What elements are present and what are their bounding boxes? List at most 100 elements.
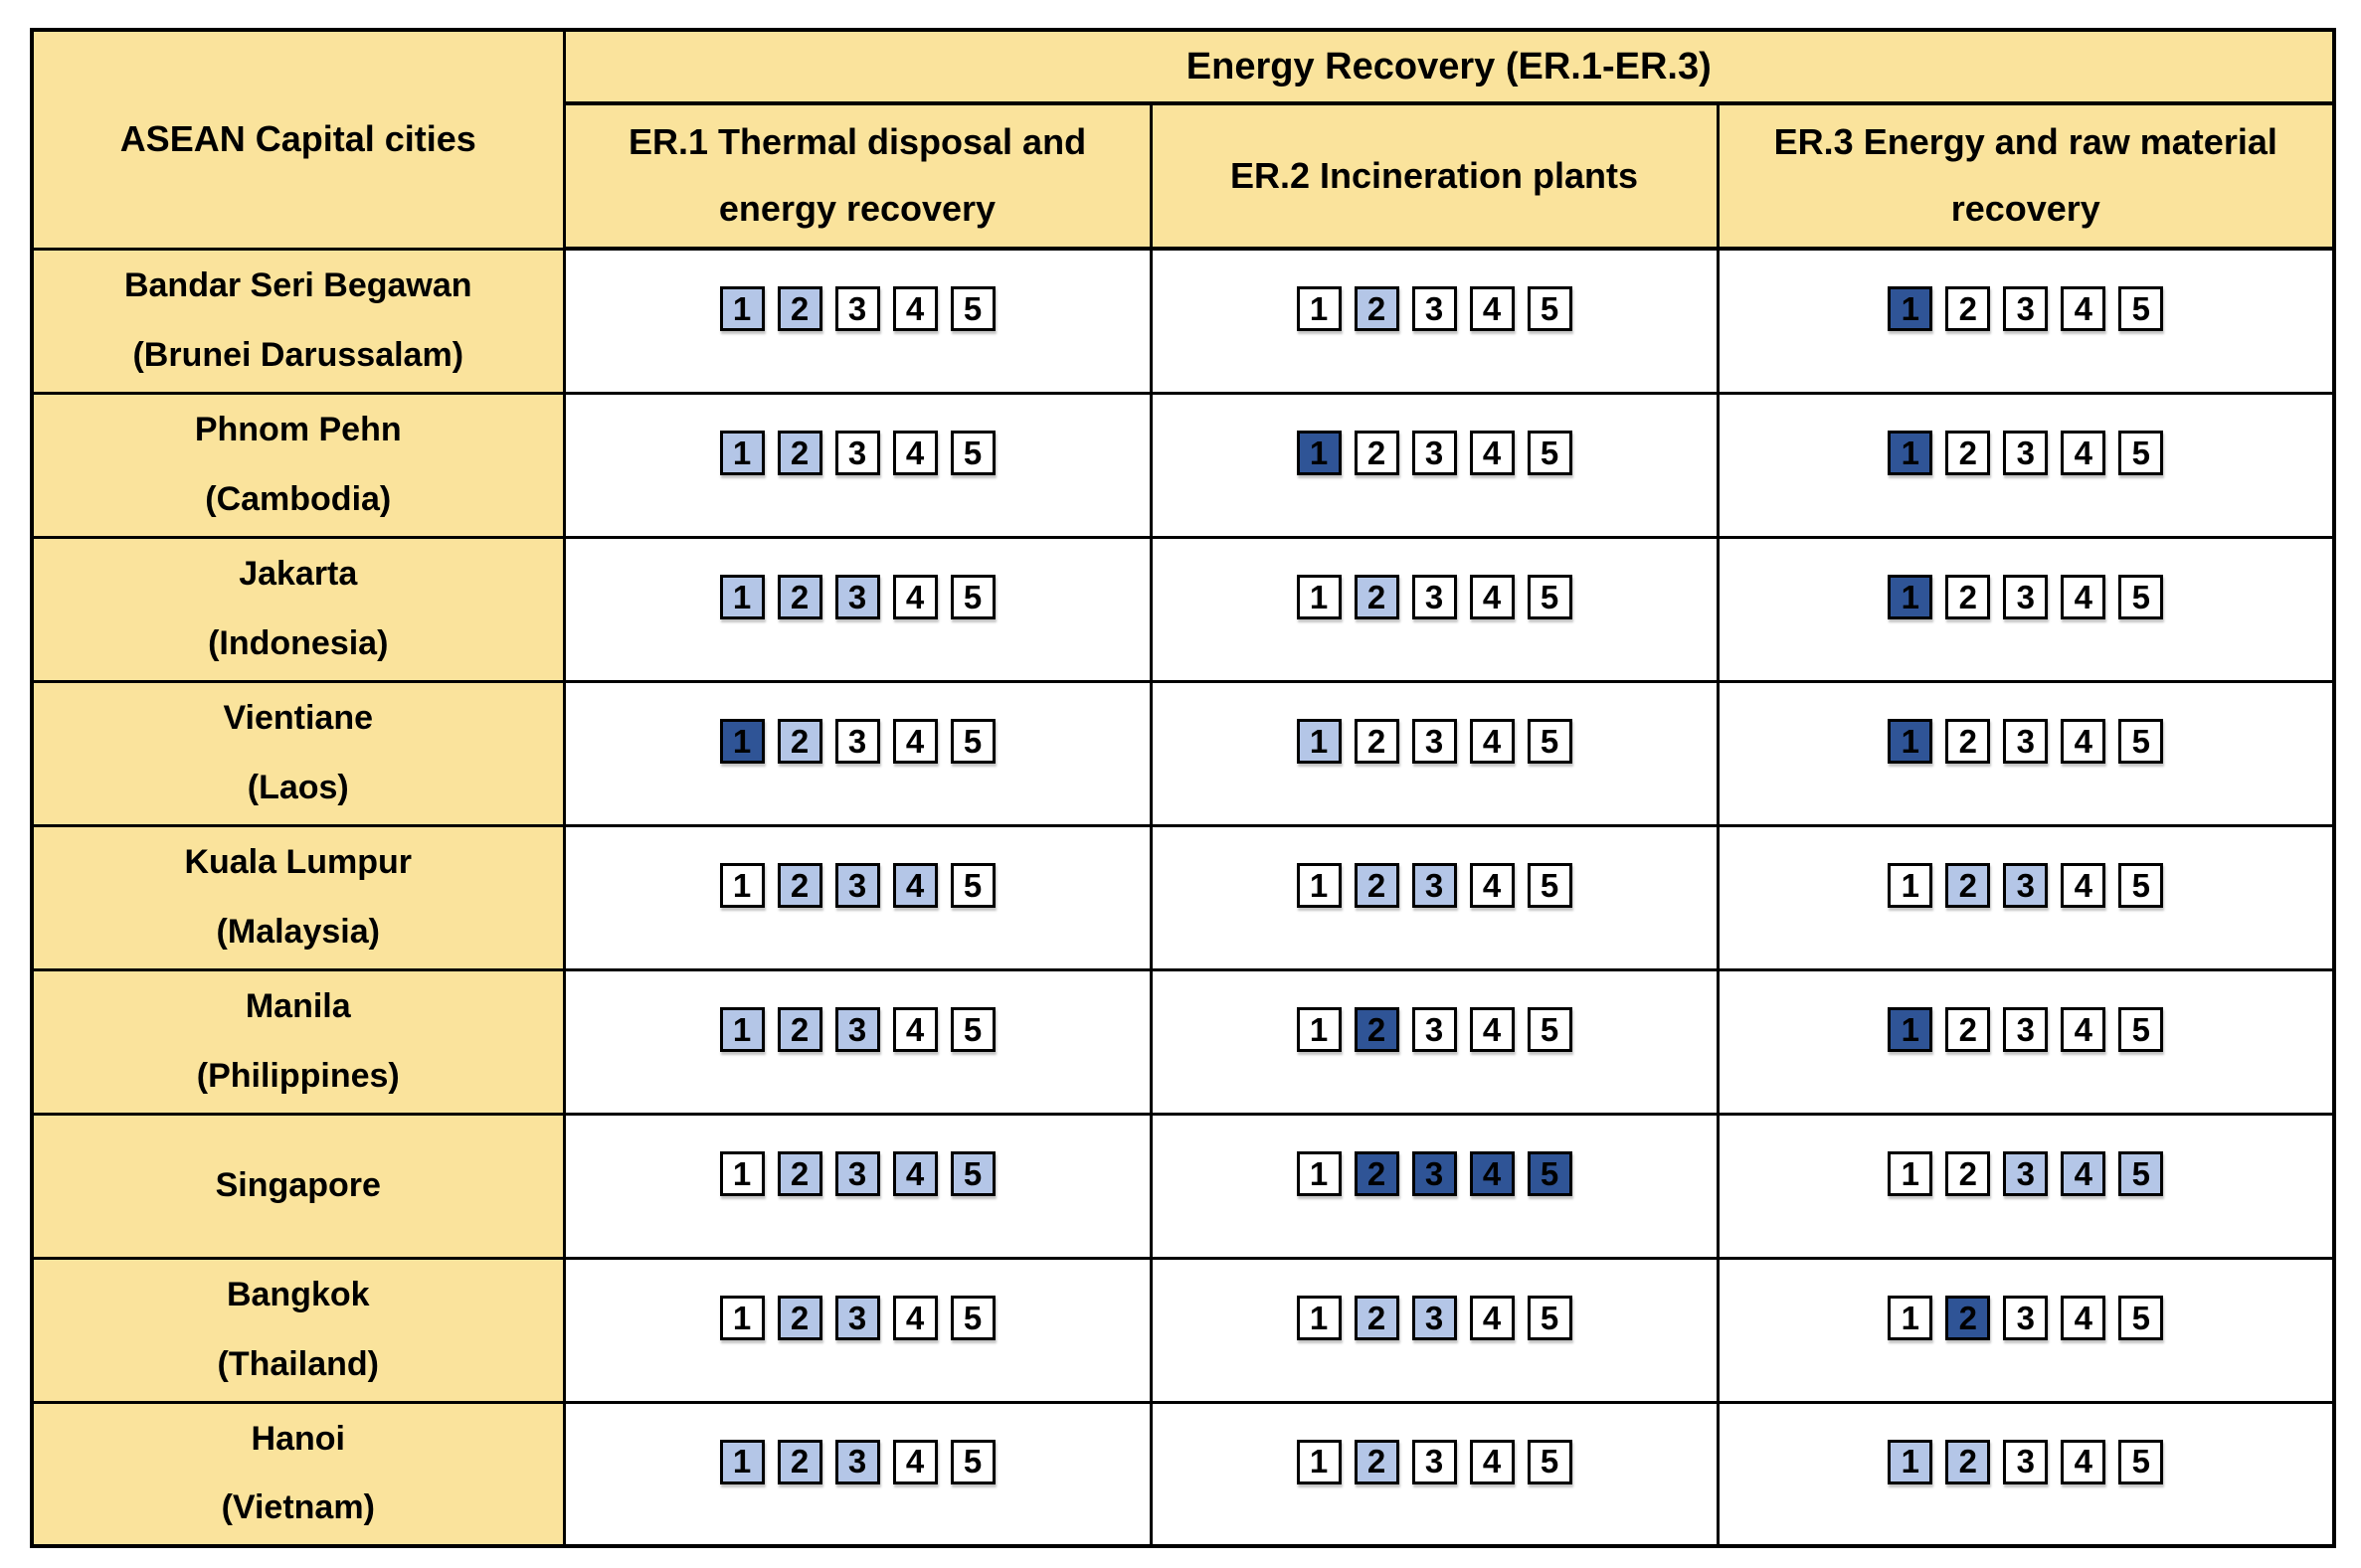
rating-box-5: 5: [950, 1296, 996, 1340]
rating-box-1: 1: [719, 431, 765, 475]
rating-box-3: 3: [2003, 575, 2049, 619]
column-header-er3: ER.3 Energy and raw material recovery: [1716, 101, 2336, 251]
rating-box-1: 1: [1296, 863, 1342, 908]
city-name: Jakarta: [239, 555, 358, 594]
rating-box-2: 2: [1354, 575, 1399, 619]
rating-box-1: 1: [1296, 575, 1342, 619]
table-row: Manila (Philippines) 1 2 3 4 5 1 2 3 4 5 1 2 3 4 5: [30, 967, 2336, 1116]
rating-box-5: 5: [1527, 1007, 1572, 1052]
rating-box-3: 3: [2003, 1151, 2049, 1196]
rating-box-5: 5: [1527, 575, 1572, 619]
rating-box-2: 2: [1354, 719, 1399, 764]
row-header-asean-capital-cities: ASEAN Capital cities: [30, 28, 566, 251]
energy-recovery-table: ASEAN Capital cities Energy Recovery (ER…: [30, 28, 2337, 1548]
rating-box-2: 2: [1354, 863, 1399, 908]
rating-box-1: 1: [719, 575, 765, 619]
rating-box-3: 3: [2003, 431, 2049, 475]
rating-box-1: 1: [719, 719, 765, 764]
rating-box-2: 2: [777, 286, 822, 332]
rating-box-5: 5: [1527, 1296, 1572, 1340]
rating-box-1: 1: [1888, 1439, 1933, 1484]
rating-box-4: 4: [2061, 863, 2106, 908]
column-header-er2: ER.2 Incineration plants: [1149, 101, 1720, 251]
rating-box-2: 2: [1945, 863, 1991, 908]
rating-box-4: 4: [1469, 286, 1515, 332]
rating-box-4: 4: [892, 1007, 938, 1052]
rating-box-2: 2: [1354, 1151, 1399, 1196]
rating-box-2: 2: [777, 863, 822, 908]
rating-box-2: 2: [1354, 1296, 1399, 1340]
rating-box-5: 5: [950, 1007, 996, 1052]
rating-box-4: 4: [1469, 1296, 1515, 1340]
rating-box-1: 1: [1888, 1296, 1933, 1340]
rating-box-5: 5: [950, 286, 996, 332]
country-name: (Thailand): [217, 1344, 379, 1383]
country-name: (Cambodia): [205, 479, 392, 518]
rating-box-1: 1: [719, 1439, 765, 1484]
rating-box-4: 4: [1469, 575, 1515, 619]
rating-box-4: 4: [892, 431, 938, 475]
rating-box-3: 3: [2003, 1296, 2049, 1340]
rating-box-2: 2: [1945, 575, 1991, 619]
country-name: (Laos): [247, 768, 349, 806]
rating-box-4: 4: [2061, 1439, 2106, 1484]
rating-box-5: 5: [1527, 1151, 1572, 1196]
rating-box-3: 3: [2003, 286, 2049, 332]
rating-box-1: 1: [1296, 1296, 1342, 1340]
city-name: Bangkok: [226, 1276, 370, 1314]
city-name: Singapore: [215, 1165, 381, 1204]
rating-box-5: 5: [950, 863, 996, 908]
city-name: Hanoi: [251, 1419, 345, 1458]
rating-box-4: 4: [892, 1439, 938, 1484]
rating-box-2: 2: [1945, 1296, 1991, 1340]
rating-box-3: 3: [2003, 1007, 2049, 1052]
city-cell: Vientiane (Laos): [30, 679, 566, 827]
rating-box-4: 4: [892, 286, 938, 332]
rating-box-2: 2: [777, 1007, 822, 1052]
page: ASEAN Capital cities Energy Recovery (ER…: [30, 28, 2337, 1548]
city-cell: Manila (Philippines): [30, 967, 566, 1116]
rating-box-1: 1: [1888, 863, 1933, 908]
country-name: (Vietnam): [221, 1488, 375, 1527]
rating-box-5: 5: [2118, 286, 2164, 332]
rating-box-1: 1: [1296, 431, 1342, 475]
rating-box-4: 4: [1469, 719, 1515, 764]
rating-box-5: 5: [2118, 575, 2164, 619]
rating-box-1: 1: [1888, 286, 1933, 332]
rating-box-2: 2: [777, 1151, 822, 1196]
rating-box-1: 1: [1888, 575, 1933, 619]
table-row: Kuala Lumpur (Malaysia) 1 2 3 4 5 1 2 3 4 5 1 2 3 4 5: [30, 823, 2336, 971]
rating-box-3: 3: [834, 1007, 880, 1052]
rating-box-1: 1: [719, 1007, 765, 1052]
rating-box-1: 1: [1888, 1151, 1933, 1196]
rating-box-3: 3: [1411, 863, 1457, 908]
rating-box-5: 5: [950, 431, 996, 475]
city-name: Kuala Lumpur: [184, 843, 413, 882]
rating-box-3: 3: [1411, 286, 1457, 332]
column-header-row: ER.1 Thermal disposal and energy recover…: [32, 101, 2336, 251]
rating-box-3: 3: [1411, 1439, 1457, 1484]
rating-box-2: 2: [1354, 286, 1399, 332]
rating-box-5: 5: [950, 575, 996, 619]
table-row: Jakarta (Indonesia) 1 2 3 4 5 1 2 3 4 5 1 2 3 4 5: [30, 535, 2336, 683]
rating-box-3: 3: [2003, 719, 2049, 764]
rating-box-5: 5: [1527, 1439, 1572, 1484]
rating-box-5: 5: [2118, 1007, 2164, 1052]
